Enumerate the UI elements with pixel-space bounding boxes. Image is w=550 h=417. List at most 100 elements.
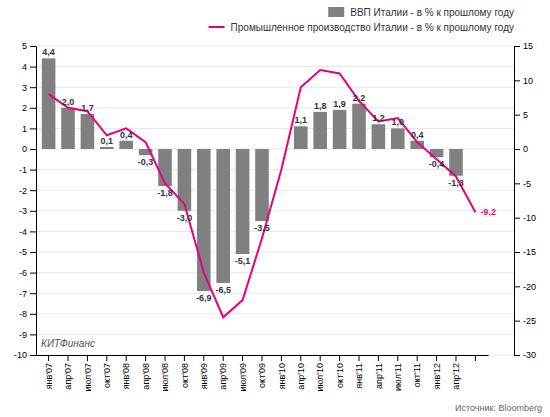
- tick-mark: [106, 355, 107, 361]
- tick-label: июл'08: [160, 363, 170, 392]
- data-label: -1,8: [157, 188, 173, 198]
- tick: апр'07: [63, 355, 73, 390]
- tick: 15: [514, 41, 533, 51]
- tick-mark: [30, 46, 36, 47]
- tick-label: -10: [523, 213, 536, 223]
- tick: -1: [19, 165, 36, 175]
- tick: апр'08: [141, 355, 151, 390]
- bar: [333, 110, 347, 149]
- tick: -9: [19, 330, 36, 340]
- bar: [372, 124, 386, 149]
- tick-label: -10: [14, 350, 27, 360]
- tick: [475, 355, 476, 361]
- tick: -4: [19, 227, 36, 237]
- data-labels: 4,42,01,70,10,4-0,3-1,8-3,0-6,9-6,5-5,1-…: [42, 47, 496, 303]
- tick-mark: [397, 355, 398, 361]
- tick-label: апр'10: [296, 363, 306, 390]
- tick: -10: [14, 350, 36, 360]
- grid-line: [36, 107, 514, 108]
- tick-mark: [30, 273, 36, 274]
- legend-swatch: [209, 26, 225, 28]
- data-label: 1,2: [372, 113, 385, 123]
- tick-label: окт'10: [335, 363, 345, 388]
- tick-label: янв'11: [354, 363, 364, 389]
- data-label: -0,3: [138, 157, 154, 167]
- tick-mark: [514, 183, 520, 184]
- tick-label: 1: [22, 124, 27, 134]
- tick-label: июл'11: [393, 363, 403, 391]
- grid-line: [36, 66, 514, 67]
- tick: -3: [19, 206, 36, 216]
- tick: 0: [22, 144, 36, 154]
- legend-label: Промышленное производство Италии - в % к…: [231, 22, 514, 33]
- tick-label: окт'11: [412, 363, 422, 387]
- tick-label: -3: [19, 206, 27, 216]
- bar: [352, 104, 366, 149]
- tick: -6: [19, 268, 36, 278]
- bar: [313, 112, 327, 149]
- tick-label: 0: [523, 144, 528, 154]
- tick-mark: [339, 355, 340, 361]
- tick-mark: [514, 355, 520, 356]
- x-axis: янв'07апр'07июл'07окт'07янв'08апр'08июл'…: [37, 355, 489, 392]
- tick-mark: [87, 355, 88, 361]
- tick-label: -25: [523, 316, 536, 326]
- tick-mark: [514, 80, 520, 81]
- tick-label: 2: [22, 103, 27, 113]
- legend-swatch: [328, 7, 344, 17]
- bar: [255, 149, 269, 221]
- tick: 1: [22, 124, 36, 134]
- tick-label: янв'07: [44, 363, 54, 389]
- tick-mark: [30, 314, 36, 315]
- bar: [391, 128, 405, 149]
- legend-item: Промышленное производство Италии - в % к…: [209, 22, 514, 33]
- data-label: -3,5: [254, 223, 270, 233]
- tick-label: июл'09: [238, 363, 248, 392]
- tick-mark: [184, 355, 185, 361]
- tick-label: 3: [22, 83, 27, 93]
- tick: -7: [19, 289, 36, 299]
- source-note: Источник: Bloomberg: [455, 403, 542, 413]
- axis-line: [30, 47, 37, 356]
- tick-label: 0: [22, 144, 27, 154]
- tick-mark: [378, 355, 379, 361]
- tick-label: янв'10: [277, 363, 287, 389]
- tick-label: 10: [523, 76, 533, 86]
- tick-label: -1: [19, 165, 27, 175]
- tick-label: окт'08: [180, 363, 190, 388]
- tick-label: -30: [523, 350, 536, 360]
- tick-label: апр'08: [141, 363, 151, 390]
- grid-line: [36, 46, 514, 47]
- tick-label: 5: [22, 41, 27, 51]
- tick-label: -2: [19, 186, 27, 196]
- tick-mark: [30, 355, 36, 356]
- tick: окт'10: [335, 355, 345, 388]
- bar: [216, 149, 230, 283]
- bar: [81, 114, 95, 149]
- tick: июл'08: [160, 355, 170, 392]
- tick-mark: [30, 128, 36, 129]
- tick: окт'08: [180, 355, 190, 388]
- tick-label: апр'09: [218, 363, 228, 390]
- tick-mark: [262, 355, 263, 361]
- tick-label: -5: [19, 247, 27, 257]
- marks: [42, 58, 476, 317]
- tick: янв'07: [44, 355, 54, 389]
- data-label: 1,8: [314, 101, 327, 111]
- tick: -30: [514, 350, 536, 360]
- tick-label: -5: [523, 179, 531, 189]
- tick-mark: [455, 355, 456, 361]
- tick-mark: [30, 170, 36, 171]
- data-label: 1,1: [295, 115, 308, 125]
- tick-label: 15: [523, 41, 533, 51]
- plot: 4,42,01,70,10,4-0,3-1,8-3,0-6,9-6,5-5,1-…: [14, 41, 536, 391]
- bar: [61, 108, 75, 149]
- tick: окт'09: [257, 355, 267, 388]
- bar: [294, 126, 308, 149]
- tick-mark: [68, 355, 69, 361]
- tick-label: -9: [19, 330, 27, 340]
- tick-mark: [126, 355, 127, 361]
- tick-label: -20: [523, 282, 536, 292]
- tick-mark: [145, 355, 146, 361]
- tick-mark: [30, 293, 36, 294]
